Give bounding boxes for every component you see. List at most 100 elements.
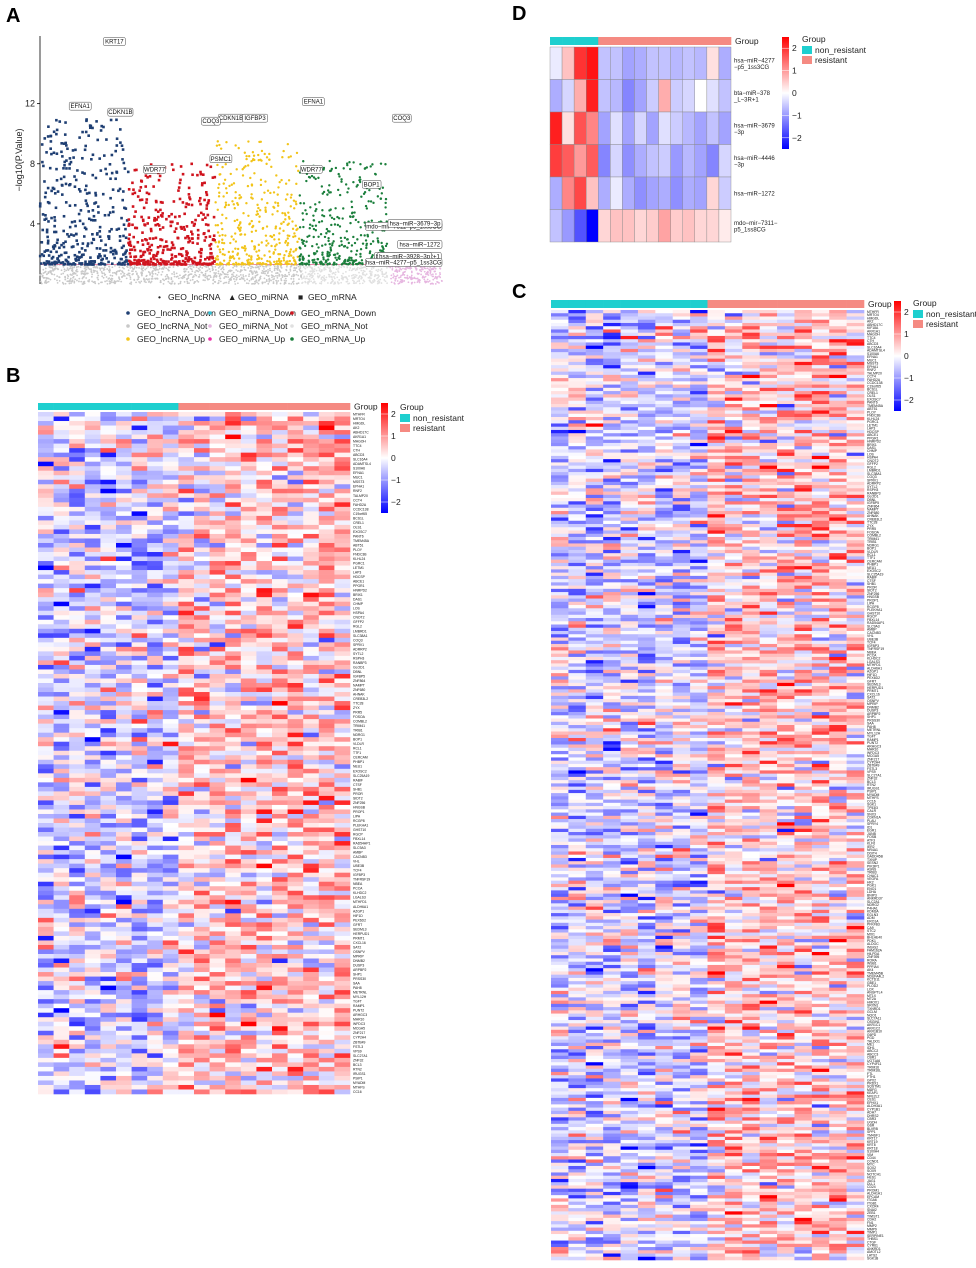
heatmap-cell bbox=[116, 520, 132, 526]
annotation-frame bbox=[387, 219, 443, 228]
scatter-point-not bbox=[83, 280, 86, 283]
heatmap-cell bbox=[100, 493, 117, 499]
heatmap-cell bbox=[318, 692, 335, 697]
scatter-point-geo-lncrna-up bbox=[218, 248, 221, 251]
scatter-point-geo-mrna-down bbox=[196, 228, 200, 232]
heatmap-cell bbox=[38, 520, 54, 526]
heatmap-cell bbox=[131, 682, 148, 688]
heatmap-cell bbox=[116, 430, 132, 435]
heatmap-cell bbox=[225, 601, 242, 607]
scatter-point-geo-lncrna-up bbox=[217, 241, 221, 244]
scatter-point-geo-lncrna-up bbox=[295, 202, 298, 206]
heatmap-cell bbox=[287, 637, 304, 643]
scatter-point-geo-lncrna-down bbox=[63, 164, 66, 167]
heatmap-cell bbox=[116, 764, 132, 770]
heatmap-cell bbox=[225, 515, 242, 521]
heatmap-cell bbox=[303, 624, 320, 630]
heatmap-cell bbox=[178, 655, 195, 661]
heatmap-cell bbox=[147, 502, 164, 508]
heatmap-cell bbox=[84, 813, 101, 819]
scatter-point-not bbox=[364, 274, 367, 277]
heatmap-cell bbox=[131, 669, 148, 675]
heatmap-cell bbox=[131, 502, 148, 508]
heatmap-cell bbox=[334, 768, 351, 774]
heatmap-cell bbox=[287, 678, 304, 684]
heatmap-cell bbox=[178, 741, 195, 747]
heatmap-cell bbox=[147, 728, 164, 733]
scatter-point-geo-mrna-up bbox=[350, 256, 353, 260]
scatter-point-geo-mrna-down bbox=[143, 250, 147, 254]
heatmap-cell bbox=[116, 511, 132, 517]
scatter-point-geo-mrna-up bbox=[384, 212, 388, 216]
scatter-point-not bbox=[259, 265, 262, 268]
scatter-point-not bbox=[47, 271, 50, 273]
scatter-point-geo-mrna-up bbox=[379, 162, 383, 165]
scatter-point-geo-lncrna-up bbox=[243, 244, 247, 248]
heatmap-cell bbox=[194, 759, 210, 765]
scatter-point-not bbox=[53, 273, 56, 276]
heatmap-cell bbox=[147, 493, 164, 499]
heatmap-cell bbox=[131, 583, 148, 589]
heatmap-cell bbox=[178, 416, 195, 422]
heatmap-cell bbox=[256, 628, 273, 634]
scatter-point-geo-mrna-up bbox=[371, 240, 375, 243]
heatmap-cell bbox=[272, 682, 288, 688]
heatmap-cell bbox=[303, 592, 320, 598]
heatmap-cell bbox=[38, 773, 54, 779]
heatmap-cell bbox=[303, 777, 320, 783]
annotation-frame bbox=[242, 113, 268, 123]
scatter-point-not bbox=[264, 272, 266, 275]
scatter-point-geo-lncrna-down bbox=[87, 262, 90, 266]
scatter-point-not bbox=[252, 266, 255, 269]
heatmap-cell bbox=[162, 651, 179, 657]
heatmap-cell bbox=[240, 561, 257, 566]
heatmap-cell bbox=[178, 682, 195, 688]
heatmap-cell bbox=[162, 827, 179, 833]
heatmap-cell bbox=[53, 488, 70, 494]
heatmap-cell bbox=[53, 484, 70, 490]
heatmap-cell bbox=[116, 606, 132, 612]
scatter-point-geo-mrna-up bbox=[302, 160, 305, 163]
scatter-point-not bbox=[292, 269, 295, 272]
heatmap-cell bbox=[162, 529, 179, 535]
heatmap-cell bbox=[194, 827, 210, 833]
scatter-point-geo-lncrna-down bbox=[43, 195, 47, 199]
heatmap-cell bbox=[38, 651, 54, 657]
heatmap-cell bbox=[162, 845, 179, 851]
heatmap-cell bbox=[100, 777, 117, 783]
heatmap-cell bbox=[256, 637, 273, 643]
heatmap-cell bbox=[287, 664, 304, 670]
scatter-point-geo-mrna-down bbox=[162, 245, 166, 249]
scatter-point-geo-mrna-up bbox=[381, 186, 385, 189]
heatmap-cell bbox=[100, 425, 117, 431]
scatter-point-geo-mrna-up bbox=[305, 240, 308, 243]
scatter-point-not bbox=[353, 280, 355, 283]
heatmap-cell bbox=[53, 678, 70, 684]
heatmap-cell bbox=[100, 692, 117, 697]
heatmap-cell bbox=[147, 795, 164, 801]
scatter-point-geo-mrna-up bbox=[350, 200, 353, 203]
scatter-point-not bbox=[173, 271, 175, 273]
heatmap-cell bbox=[225, 470, 242, 476]
scatter-point-geo-lncrna-down bbox=[73, 185, 77, 188]
heatmap-cell bbox=[69, 651, 86, 657]
heatmap-cell bbox=[178, 556, 195, 562]
scatter-point-not bbox=[428, 280, 431, 282]
scatter-point-geo-mrna-up bbox=[384, 201, 387, 205]
scatter-point-not bbox=[201, 267, 204, 269]
heatmap-cell bbox=[69, 682, 86, 688]
heatmap-cell bbox=[162, 633, 179, 639]
scatter-point-geo-mrna-up bbox=[318, 220, 321, 224]
heatmap-cell bbox=[240, 804, 257, 810]
heatmap-cell bbox=[84, 421, 101, 426]
scatter-point-geo-lncrna-down bbox=[98, 230, 102, 233]
heatmap-cell bbox=[225, 628, 242, 634]
heatmap-cell bbox=[147, 475, 164, 481]
scatter-point-geo-lncrna-down bbox=[84, 199, 88, 202]
scatter-point-not bbox=[74, 278, 77, 281]
scatter-point-geo-mrna-up bbox=[340, 180, 343, 183]
scatter-point-geo-lncrna-up bbox=[225, 140, 228, 144]
scatter-point-not bbox=[228, 280, 230, 283]
scatter-point-not bbox=[261, 270, 264, 272]
scatter-point-geo-lncrna-down bbox=[99, 239, 103, 242]
